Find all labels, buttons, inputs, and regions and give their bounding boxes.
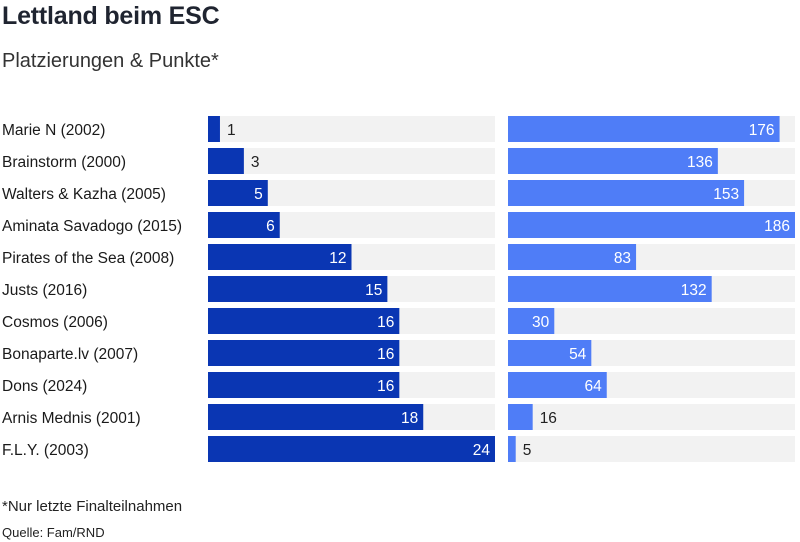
points-value-label: 186 [764, 218, 790, 235]
bar-track [208, 116, 495, 142]
bar-track [208, 148, 495, 174]
points-bar [508, 116, 780, 142]
bar-track [508, 436, 795, 462]
points-value-label: 64 [585, 378, 603, 395]
placement-value-label: 18 [401, 410, 418, 427]
points-value-label: 54 [569, 346, 587, 363]
bar-track [508, 404, 795, 430]
category-label: Bonaparte.lv (2007) [2, 346, 138, 363]
placement-value-label: 5 [254, 186, 263, 203]
category-label: Dons (2024) [2, 378, 87, 395]
category-label: Cosmos (2006) [2, 314, 108, 331]
points-value-label: 153 [713, 186, 739, 203]
points-bar [508, 180, 745, 206]
placement-value-label: 16 [377, 378, 394, 395]
points-bar [508, 244, 637, 270]
points-value-label: 176 [749, 122, 775, 139]
placement-value-label: 16 [377, 314, 394, 331]
points-bar [508, 308, 555, 334]
placement-value-label: 6 [266, 218, 275, 235]
points-value-label: 16 [540, 410, 557, 427]
placement-bar [208, 244, 352, 270]
placement-bar [208, 308, 400, 334]
placement-value-label: 24 [473, 442, 491, 459]
points-bar [508, 148, 718, 174]
bar-track [508, 308, 795, 334]
category-label: Arnis Mednis (2001) [2, 410, 141, 427]
placement-value-label: 12 [329, 250, 346, 267]
placement-bar [208, 276, 388, 302]
points-value-label: 132 [681, 282, 707, 299]
placement-bar [208, 116, 220, 142]
category-label: Marie N (2002) [2, 122, 105, 139]
placement-value-label: 1 [227, 122, 236, 139]
points-bar [508, 340, 592, 366]
chart-title: Lettland beim ESC [2, 2, 220, 30]
points-bar [508, 372, 607, 398]
source-note: Quelle: Fam/RND [2, 525, 105, 540]
category-label: F.L.Y. (2003) [2, 442, 89, 459]
points-bar [508, 276, 712, 302]
points-value-label: 30 [532, 314, 550, 331]
placement-bar [208, 340, 400, 366]
category-label: Walters & Kazha (2005) [2, 186, 166, 203]
placement-value-label: 16 [377, 346, 394, 363]
placement-bar [208, 372, 400, 398]
category-label: Pirates of the Sea (2008) [2, 250, 174, 267]
placement-value-label: 15 [365, 282, 382, 299]
placement-value-label: 3 [251, 154, 260, 171]
points-value-label: 83 [614, 250, 631, 267]
points-bar [508, 404, 533, 430]
category-label: Justs (2016) [2, 282, 87, 299]
footnote: *Nur letzte Finalteilnahmen [2, 498, 183, 515]
points-bar [508, 436, 516, 462]
placement-bar [208, 148, 244, 174]
placement-bar [208, 212, 280, 238]
points-value-label: 136 [687, 154, 713, 171]
placement-bar [208, 436, 495, 462]
category-label: Aminata Savadogo (2015) [2, 218, 182, 235]
points-bar [508, 212, 795, 238]
points-value-label: 5 [523, 442, 532, 459]
placement-bar [208, 180, 268, 206]
placement-bar [208, 404, 424, 430]
chart-subtitle: Platzierungen & Punkte* [2, 50, 219, 72]
category-label: Brainstorm (2000) [2, 154, 126, 171]
